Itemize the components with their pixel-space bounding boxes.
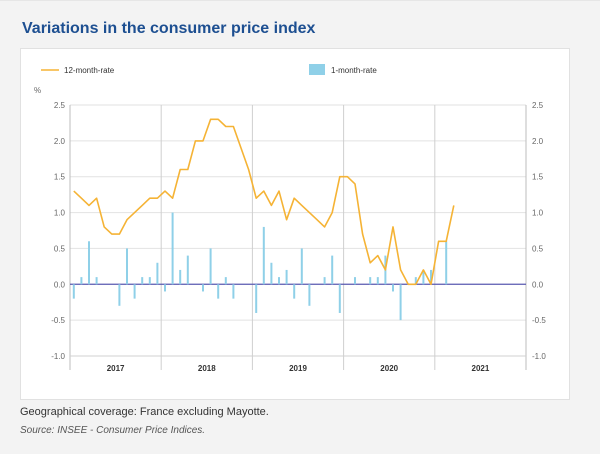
one-month-rate-bar xyxy=(300,248,303,285)
axis-labels: 2.5 2.5 2.0 2.0 1.5 1.5 1.0 1.0 0.5 0.5 0.0 0.0 -0.5… xyxy=(51,101,546,373)
y-tick-label-left: 2.5 xyxy=(54,101,66,110)
coverage-note: Geographical coverage: France excluding … xyxy=(20,406,269,418)
one-month-rate-bar xyxy=(430,269,432,285)
legend-bar-swatch xyxy=(309,64,325,75)
y-tick-label-right: -1.0 xyxy=(532,352,546,361)
axes xyxy=(69,105,527,370)
one-month-rate-bar xyxy=(72,284,75,299)
one-month-rate-bar xyxy=(232,284,235,299)
legend-bar-label: 1-month-rate xyxy=(331,66,377,75)
one-month-rate-bar xyxy=(141,277,144,285)
y-tick-label-left: 1.5 xyxy=(54,173,66,182)
one-month-rate-bar xyxy=(186,255,189,285)
year-label: 2017 xyxy=(107,364,125,373)
one-month-rate-bar xyxy=(118,284,121,306)
one-month-rate-bar xyxy=(156,262,159,285)
one-month-rate-bar xyxy=(164,284,166,292)
chart-title: Variations in the consumer price index xyxy=(22,20,316,37)
one-month-rate-bar xyxy=(133,284,136,299)
y-tick-label-left: 1.0 xyxy=(54,209,66,218)
y-tick-label-right: 0.0 xyxy=(532,280,544,289)
one-month-rate-bar xyxy=(293,284,296,299)
one-month-rate-bar xyxy=(354,277,356,285)
one-month-rate-bar xyxy=(270,262,273,285)
one-month-rate-bar xyxy=(308,284,311,306)
one-month-rate-bar xyxy=(414,277,417,285)
y-tick-label-right: 2.0 xyxy=(532,137,544,146)
one-month-rate-bar xyxy=(224,277,227,285)
cpi-chart: 12-month-rate 1-month-rate % 2.5 2.52.0 2.… xyxy=(34,64,546,373)
one-month-rate-bar xyxy=(369,277,372,285)
one-month-rate-bar xyxy=(202,284,204,292)
year-label: 2019 xyxy=(289,364,307,373)
one-month-rate-bar xyxy=(376,277,379,285)
y-tick-label-left: 0.5 xyxy=(54,244,66,253)
source-note: Source: INSEE - Consumer Price Indices. xyxy=(20,425,206,436)
one-month-rate-bar xyxy=(171,212,174,285)
year-label: 2018 xyxy=(198,364,216,373)
one-month-rate-bar xyxy=(422,269,425,285)
one-month-rate-bar xyxy=(179,269,182,285)
y-tick-label-right: -0.5 xyxy=(532,316,546,325)
y-tick-label-right: 2.5 xyxy=(532,101,544,110)
one-month-rate-bar xyxy=(392,284,394,292)
chart-card: 12-month-rate 1-month-rate % 2.5 2.5 2.0 2.… xyxy=(20,48,570,400)
one-month-rate-bar xyxy=(148,277,151,285)
y-tick-label-left: -1.0 xyxy=(51,352,65,361)
y-tick-label-left: 0.0 xyxy=(54,280,66,289)
one-month-rate-bar xyxy=(255,284,258,313)
one-month-rate-bar xyxy=(445,241,448,285)
y-tick-label-right: 0.5 xyxy=(532,244,544,253)
twelve-month-rate-line xyxy=(73,118,455,286)
grid-lines xyxy=(70,104,526,370)
one-month-rate-bar xyxy=(80,277,83,285)
one-month-rate-bar xyxy=(278,277,280,285)
one-month-rate-bar xyxy=(95,277,98,285)
one-month-rate-bar xyxy=(331,255,334,285)
y-tick-label-right: 1.5 xyxy=(532,173,544,182)
one-month-rate-bar xyxy=(209,248,212,285)
top-divider xyxy=(0,0,600,1)
y-tick-label-left: 2.0 xyxy=(54,137,66,146)
twelve-month-rate-line-path xyxy=(73,118,455,286)
one-month-rate-bar xyxy=(88,241,90,285)
year-label: 2020 xyxy=(380,364,398,373)
one-month-rate-bar xyxy=(262,226,265,285)
one-month-rate-bar xyxy=(126,248,128,285)
year-label: 2021 xyxy=(472,364,490,373)
one-month-rate-bar xyxy=(338,284,341,313)
y-tick-label-left: -0.5 xyxy=(51,316,65,325)
one-month-rate-bars xyxy=(72,212,448,321)
one-month-rate-bar xyxy=(323,277,326,285)
one-month-rate-bar xyxy=(217,284,220,299)
y-tick-label-right: 1.0 xyxy=(532,209,544,218)
one-month-rate-bar xyxy=(399,284,402,321)
y-unit-label: % xyxy=(34,86,41,95)
legend-line-label: 12-month-rate xyxy=(64,66,115,75)
one-month-rate-bar xyxy=(285,269,288,285)
